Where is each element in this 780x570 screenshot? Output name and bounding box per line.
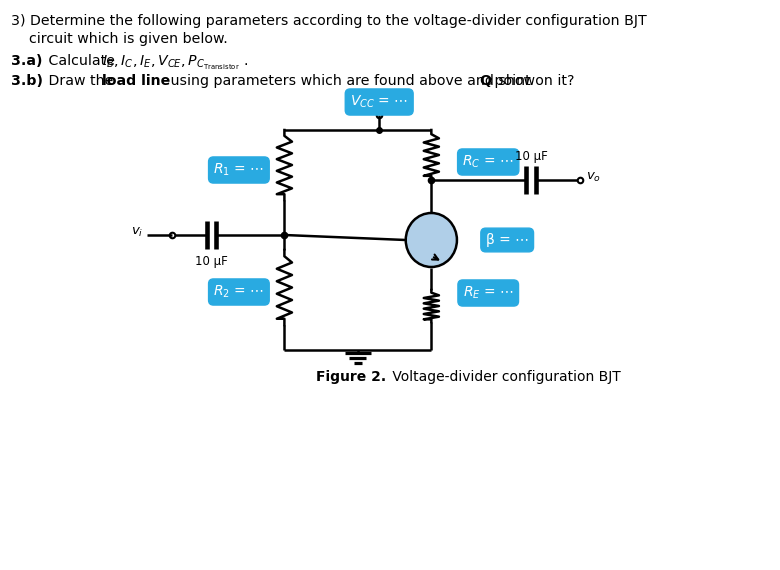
Text: Calculate: Calculate [44, 54, 119, 68]
Text: 10 μF: 10 μF [195, 255, 228, 268]
Text: 3) Determine the following parameters according to the voltage-divider configura: 3) Determine the following parameters ac… [12, 14, 647, 28]
Text: $R_C$ = ⋯: $R_C$ = ⋯ [463, 154, 514, 170]
Text: Figure 2.: Figure 2. [316, 370, 386, 384]
Text: 3.a): 3.a) [12, 54, 43, 68]
Text: Voltage-divider configuration BJT: Voltage-divider configuration BJT [388, 370, 621, 384]
Text: $R_2$ = ⋯: $R_2$ = ⋯ [214, 284, 264, 300]
Text: circuit which is given below.: circuit which is given below. [12, 32, 228, 46]
Text: Q: Q [480, 74, 492, 88]
Text: β = ⋯: β = ⋯ [486, 233, 529, 247]
Text: $v_i$: $v_i$ [131, 226, 144, 239]
Text: $R_1$ = ⋯: $R_1$ = ⋯ [214, 162, 264, 178]
Text: $V_{CC}$ = ⋯: $V_{CC}$ = ⋯ [350, 94, 408, 110]
Text: load line: load line [102, 74, 171, 88]
Text: 10 μF: 10 μF [515, 150, 548, 163]
Text: using parameters which are found above and show: using parameters which are found above a… [166, 74, 540, 88]
Text: point on it?: point on it? [490, 74, 575, 88]
Text: $R_E$ = ⋯: $R_E$ = ⋯ [463, 285, 514, 301]
Text: Draw the: Draw the [44, 74, 118, 88]
Text: $I_B, I_C, I_E, V_{CE}, P_{C_{\mathrm{Transistor}}}$ .: $I_B, I_C, I_E, V_{CE}, P_{C_{\mathrm{Tr… [102, 54, 248, 72]
Text: 3.b): 3.b) [12, 74, 44, 88]
Text: $v_o$: $v_o$ [586, 170, 601, 184]
Circle shape [406, 213, 457, 267]
